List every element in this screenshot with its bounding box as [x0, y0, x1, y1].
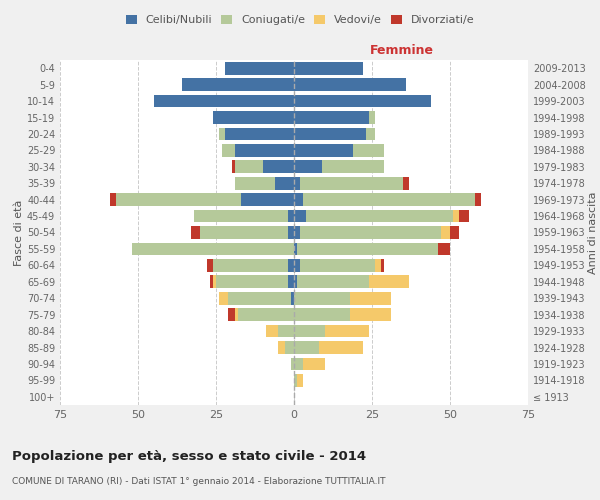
Bar — [475, 193, 481, 206]
Text: COMUNE DI TARANO (RI) - Dati ISTAT 1° gennaio 2014 - Elaborazione TUTTITALIA.IT: COMUNE DI TARANO (RI) - Dati ISTAT 1° ge… — [12, 478, 386, 486]
Bar — [294, 94, 431, 108]
Bar — [294, 210, 307, 222]
Text: Popolazione per età, sesso e stato civile - 2014: Popolazione per età, sesso e stato civil… — [12, 450, 366, 463]
Bar — [304, 358, 325, 370]
Bar — [235, 160, 263, 173]
Bar — [325, 324, 369, 338]
Legend: Celibi/Nubili, Coniugati/e, Vedovi/e, Divorziati/e: Celibi/Nubili, Coniugati/e, Vedovi/e, Di… — [121, 10, 479, 30]
Bar — [300, 259, 375, 272]
Bar — [294, 177, 300, 190]
Bar — [288, 226, 294, 239]
Bar — [366, 128, 375, 140]
Bar — [353, 144, 385, 157]
Bar — [191, 226, 200, 239]
Bar — [278, 324, 294, 338]
Bar — [294, 242, 297, 256]
Bar — [291, 358, 294, 370]
Bar — [238, 308, 294, 321]
Bar — [294, 128, 366, 140]
Bar — [210, 276, 213, 288]
Bar — [275, 177, 294, 190]
Bar — [116, 193, 241, 206]
Bar — [213, 111, 294, 124]
Bar — [294, 193, 304, 206]
Bar — [263, 160, 294, 173]
Bar — [294, 308, 350, 321]
Bar — [194, 210, 288, 222]
Bar — [294, 358, 304, 370]
Bar — [294, 292, 350, 304]
Bar — [226, 128, 294, 140]
Bar — [235, 308, 238, 321]
Bar — [450, 226, 460, 239]
Bar — [278, 341, 284, 354]
Bar — [375, 259, 382, 272]
Bar — [460, 210, 469, 222]
Bar — [219, 292, 229, 304]
Bar — [154, 94, 294, 108]
Bar — [206, 259, 213, 272]
Bar — [222, 144, 235, 157]
Bar — [219, 128, 226, 140]
Bar — [297, 276, 369, 288]
Bar — [294, 276, 297, 288]
Bar — [213, 259, 288, 272]
Bar — [294, 341, 319, 354]
Bar — [440, 226, 450, 239]
Bar — [288, 210, 294, 222]
Bar — [200, 226, 288, 239]
Bar — [241, 193, 294, 206]
Bar — [294, 259, 300, 272]
Bar — [294, 160, 322, 173]
Bar — [350, 292, 391, 304]
Bar — [216, 276, 288, 288]
Bar — [232, 160, 235, 173]
Text: Femmine: Femmine — [370, 44, 434, 57]
Bar — [294, 374, 297, 387]
Bar — [213, 276, 216, 288]
Bar — [235, 177, 275, 190]
Bar — [437, 242, 450, 256]
Bar — [403, 177, 409, 190]
Bar — [284, 341, 294, 354]
Bar — [350, 308, 391, 321]
Bar — [288, 259, 294, 272]
Bar — [319, 341, 362, 354]
Bar — [229, 292, 291, 304]
Bar — [110, 193, 116, 206]
Bar — [297, 374, 304, 387]
Bar — [297, 242, 437, 256]
Bar — [288, 276, 294, 288]
Bar — [453, 210, 460, 222]
Bar — [307, 210, 453, 222]
Bar — [294, 62, 362, 74]
Bar — [369, 111, 375, 124]
Bar — [304, 193, 475, 206]
Bar — [294, 226, 300, 239]
Bar — [226, 62, 294, 74]
Bar — [291, 292, 294, 304]
Bar — [235, 144, 294, 157]
Y-axis label: Fasce di età: Fasce di età — [14, 200, 24, 266]
Bar — [229, 308, 235, 321]
Bar — [382, 259, 385, 272]
Bar — [300, 226, 440, 239]
Bar — [322, 160, 385, 173]
Y-axis label: Anni di nascita: Anni di nascita — [589, 191, 598, 274]
Bar — [294, 144, 353, 157]
Bar — [294, 78, 406, 91]
Bar — [266, 324, 278, 338]
Bar — [294, 324, 325, 338]
Bar — [132, 242, 294, 256]
Bar — [294, 111, 369, 124]
Bar — [182, 78, 294, 91]
Bar — [300, 177, 403, 190]
Bar — [369, 276, 409, 288]
